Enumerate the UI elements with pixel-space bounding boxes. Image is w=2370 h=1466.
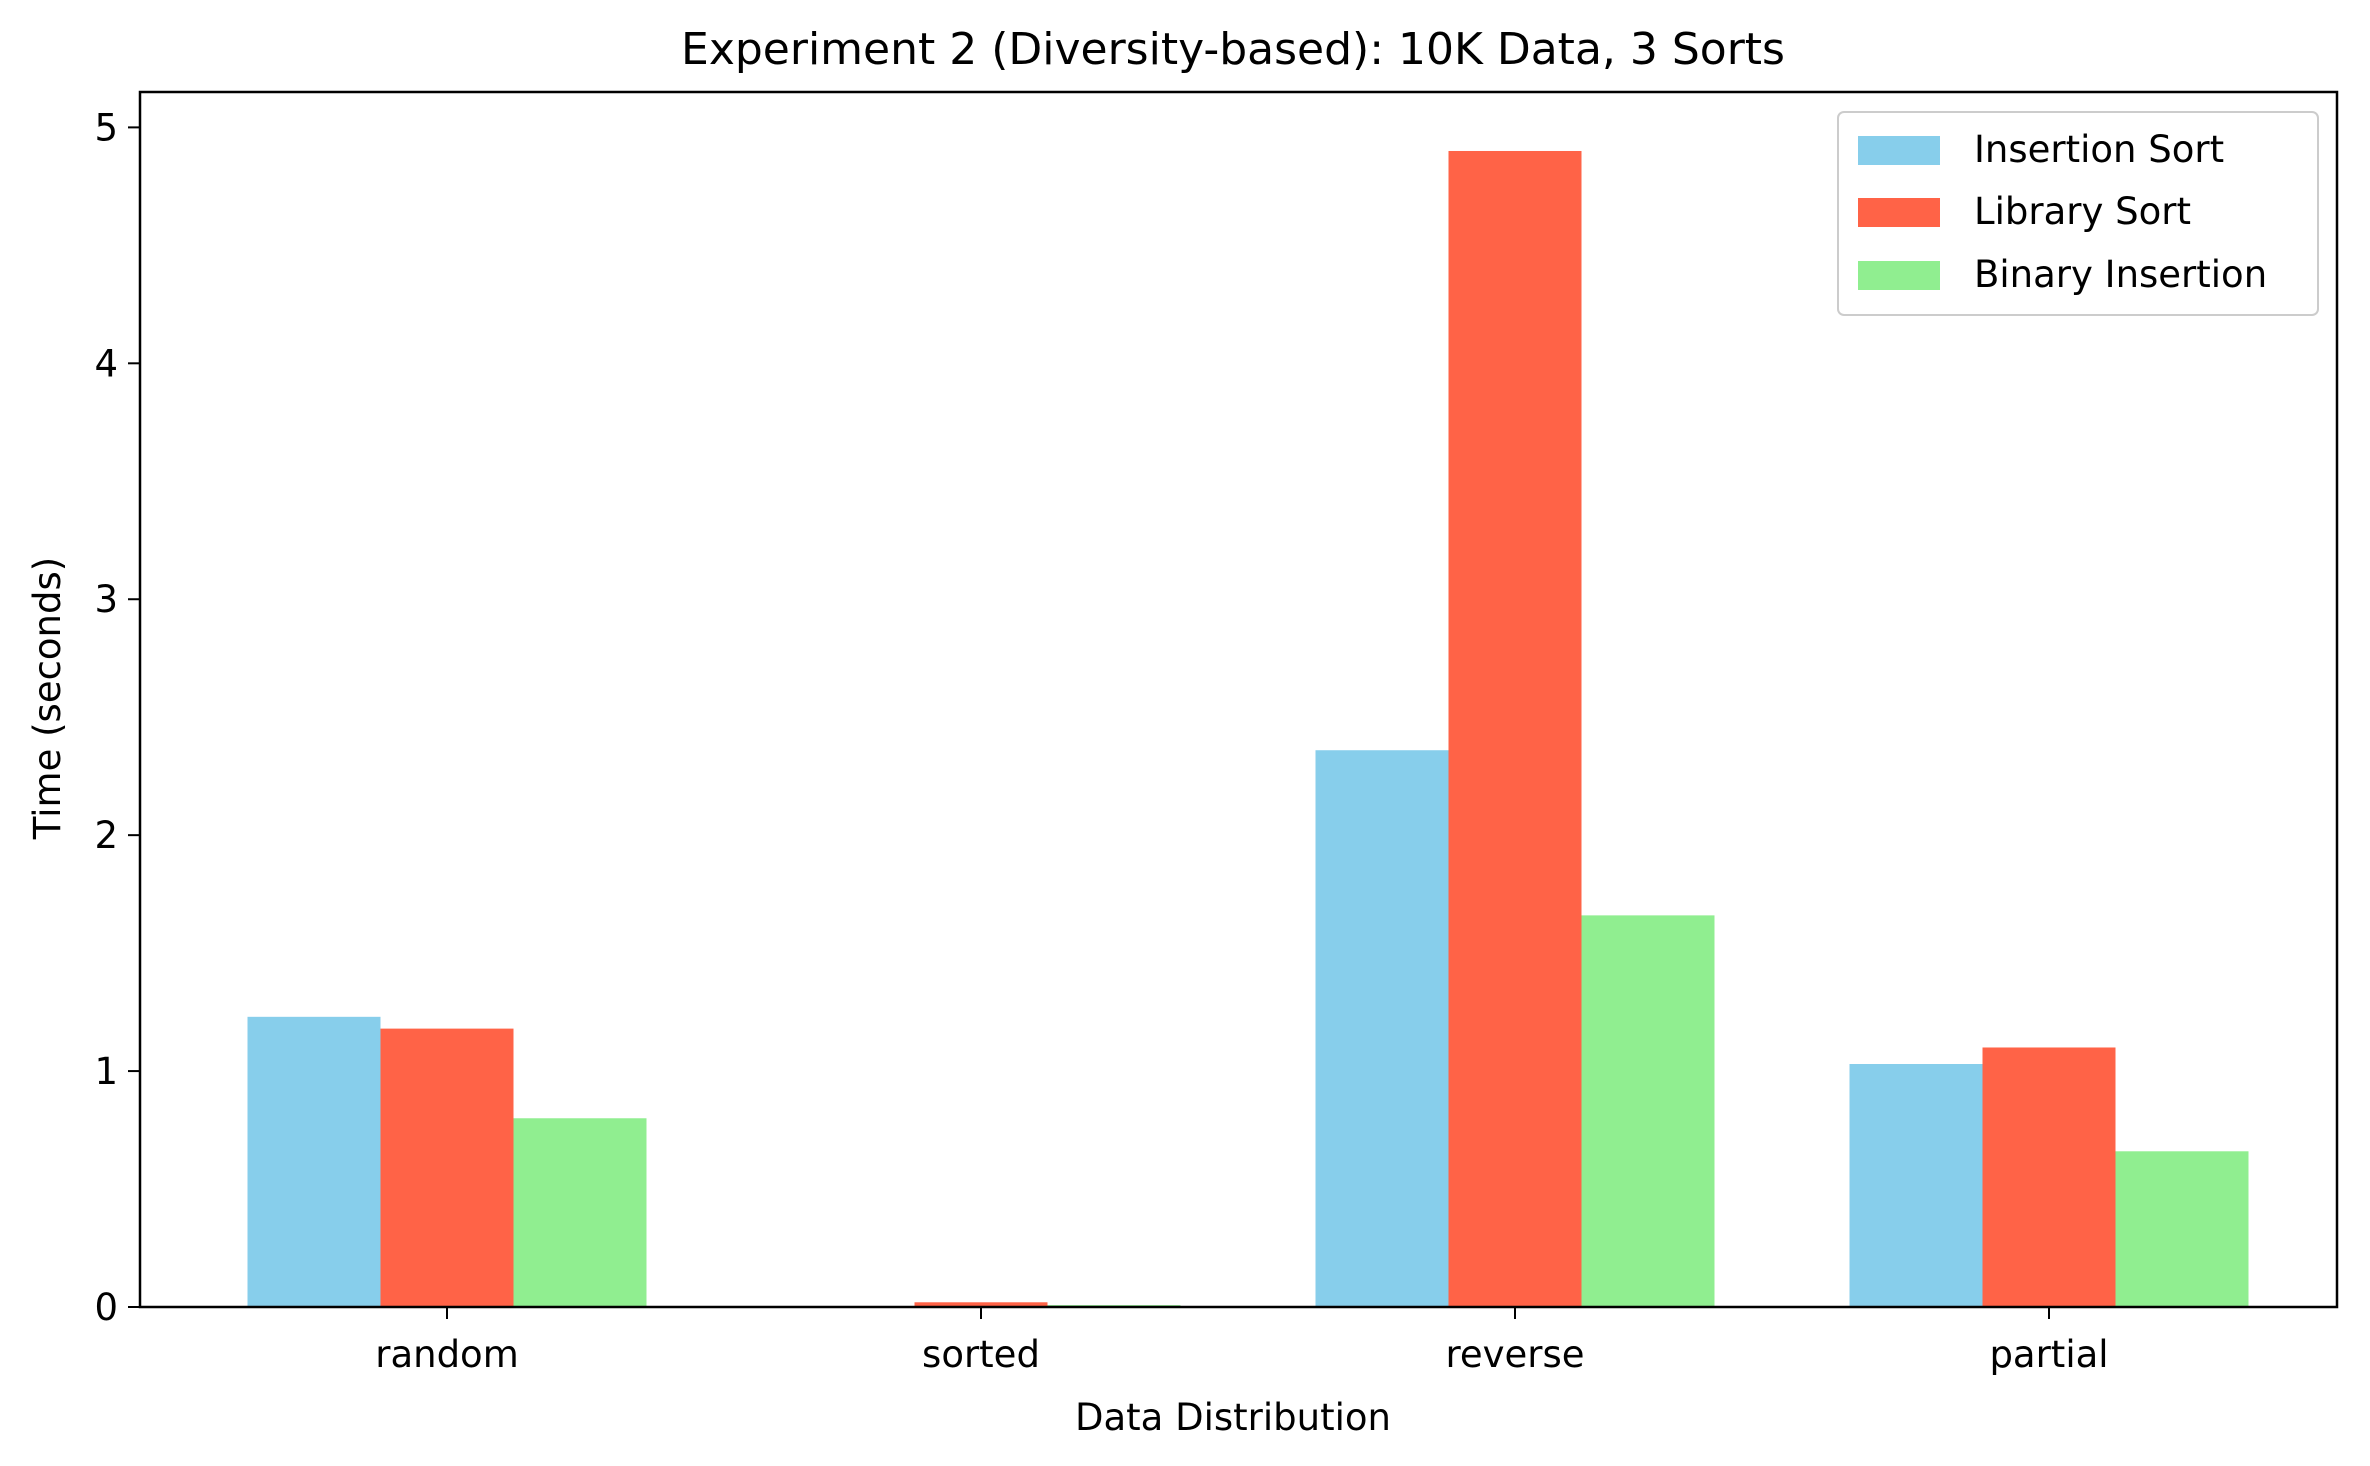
x-tick-label-random: random bbox=[375, 1333, 519, 1376]
bar-insertion-sort-partial bbox=[1849, 1064, 1983, 1307]
y-tick-label: 5 bbox=[94, 106, 118, 149]
y-tick-label: 0 bbox=[94, 1286, 118, 1329]
legend-label-binary-insertion: Binary Insertion bbox=[1974, 253, 2267, 296]
bar-library-sort-partial bbox=[1982, 1047, 2116, 1307]
legend-swatch-binary-insertion bbox=[1858, 261, 1940, 290]
plot-area: 0 1 2 3 4 5 random sorted reverse partial bbox=[94, 90, 2339, 1376]
bar-insertion-sort-random bbox=[247, 1016, 381, 1307]
y-tick-label: 2 bbox=[94, 814, 118, 857]
x-tick-label-partial: partial bbox=[1989, 1333, 2108, 1376]
legend-label-library-sort: Library Sort bbox=[1974, 190, 2191, 233]
bar-binary-insertion-reverse bbox=[1581, 915, 1715, 1307]
x-axis-label: Data Distribution bbox=[1075, 1396, 1391, 1439]
y-tick-label: 4 bbox=[94, 342, 118, 385]
bar-binary-insertion-random bbox=[513, 1118, 647, 1307]
y-axis-label: Time (seconds) bbox=[26, 557, 69, 840]
legend-swatch-insertion-sort bbox=[1858, 136, 1940, 165]
bar-library-sort-reverse bbox=[1448, 150, 1582, 1307]
bar-insertion-sort-reverse bbox=[1315, 750, 1449, 1307]
bar-library-sort-sorted bbox=[914, 1302, 1048, 1307]
legend-swatch-library-sort bbox=[1858, 198, 1940, 227]
bar-library-sort-random bbox=[380, 1028, 514, 1307]
x-tick-label-sorted: sorted bbox=[922, 1333, 1040, 1376]
plot-frame bbox=[138, 90, 2339, 1309]
chart-title: Experiment 2 (Diversity-based): 10K Data… bbox=[681, 24, 1785, 75]
bar-binary-insertion-partial bbox=[2115, 1151, 2249, 1307]
y-tick-label: 3 bbox=[94, 578, 118, 621]
legend: Insertion Sort Library Sort Binary Inser… bbox=[1837, 111, 2319, 316]
legend-label-insertion-sort: Insertion Sort bbox=[1974, 128, 2224, 171]
legend-frame bbox=[1837, 111, 2319, 316]
y-tick-label: 1 bbox=[94, 1050, 118, 1093]
x-tick-label-reverse: reverse bbox=[1445, 1333, 1584, 1376]
